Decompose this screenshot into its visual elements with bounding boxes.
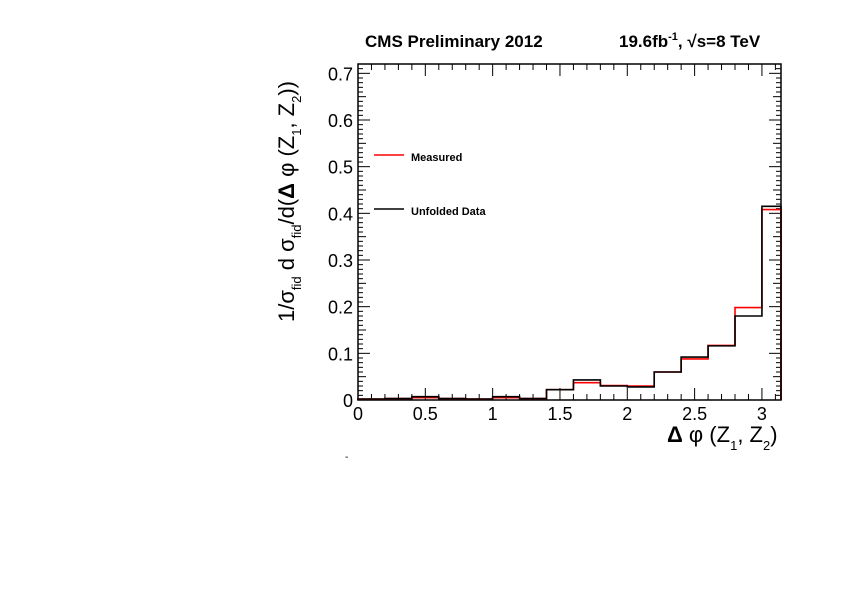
plot-border: [357, 63, 782, 401]
y-tick-label: 0.5: [328, 158, 353, 178]
lumi-label: 19.6fb-1, √s=8 TeV: [619, 31, 761, 51]
footer-mark: -: [345, 452, 348, 463]
legend-label-unfolded: Unfolded Data: [411, 206, 486, 218]
series-line-measured: [357, 208, 782, 400]
series-group: [357, 205, 782, 400]
y-axis-title: 1/σfid d σfid/d(Δ φ (Z1, Z2)): [274, 81, 304, 322]
chart-title: CMS Preliminary 2012: [365, 32, 543, 51]
legend: Measured Unfolded Data: [374, 152, 486, 218]
series-measured: [357, 208, 782, 400]
x-tick-label: 3: [757, 404, 767, 424]
y-tick-label: 0.3: [328, 251, 353, 271]
y-tick-label: 0.4: [328, 204, 353, 224]
x-tick-label: 1.5: [547, 404, 572, 424]
x-tick-label: 2.5: [682, 404, 707, 424]
x-tick-label: 2: [622, 404, 632, 424]
x-tick-label: 0: [353, 404, 363, 424]
y-tick-label: 0: [343, 391, 353, 411]
series-unfolded-data: [357, 205, 782, 400]
y-tick-label: 0.2: [328, 298, 353, 318]
axis-ticks: 0 0.5 1 1.5 2 2.5 3 0 0.1 0.2 0.3 0.4 0.5 0.6 0.7: [328, 64, 781, 424]
y-tick-label: 0.6: [328, 111, 353, 131]
x-axis-title: Δ φ (Z1, Z2): [667, 422, 778, 453]
y-tick-label: 0.7: [328, 64, 353, 84]
series-line-unfolded-data: [357, 205, 782, 400]
legend-label-measured: Measured: [411, 152, 462, 164]
x-tick-label: 0.5: [413, 404, 438, 424]
plot-frame: [357, 63, 782, 401]
x-tick-label: 1: [488, 404, 498, 424]
y-tick-label: 0.1: [328, 344, 353, 364]
